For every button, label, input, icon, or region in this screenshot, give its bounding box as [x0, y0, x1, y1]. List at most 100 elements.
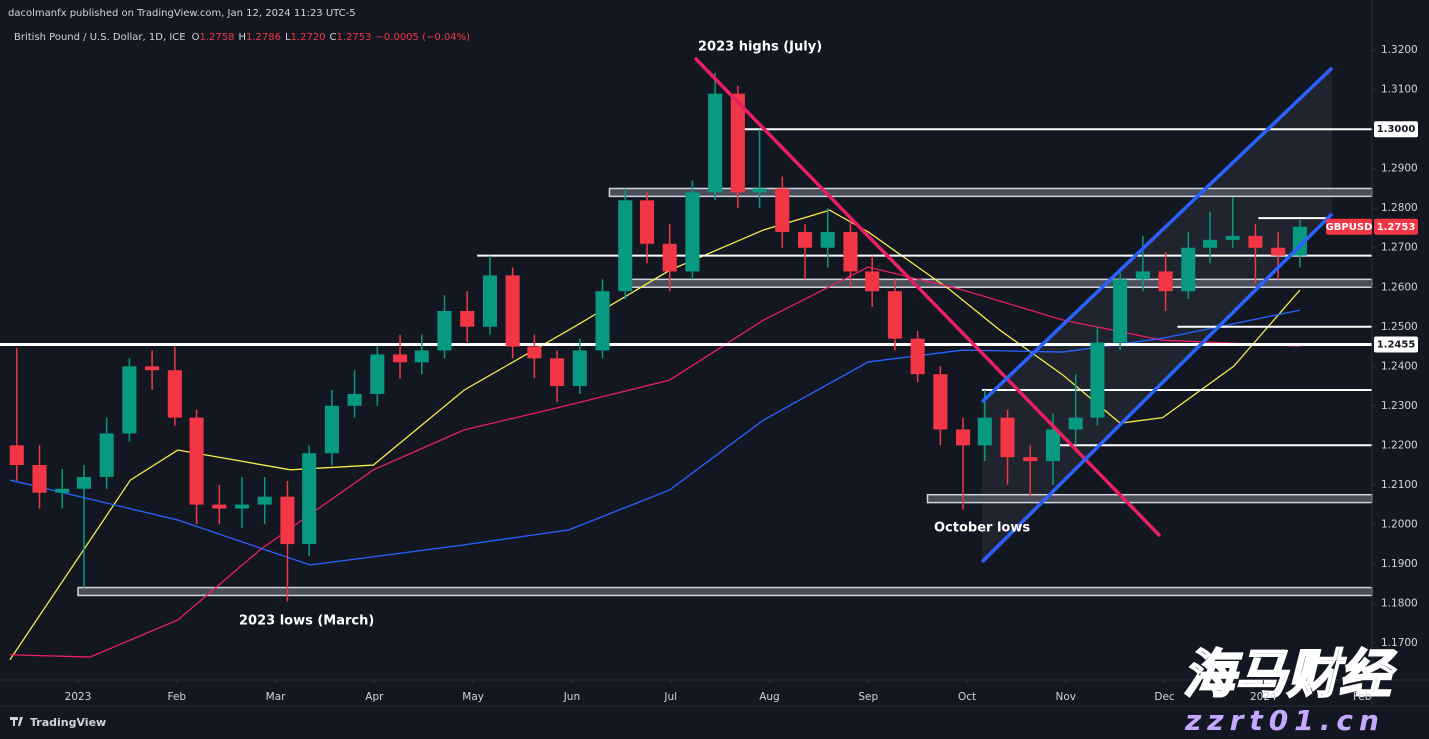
y-tick-label: 1.1900	[1381, 558, 1418, 570]
candle-body	[618, 200, 633, 292]
ohlc-key: H	[238, 32, 246, 43]
candle-body	[1023, 457, 1038, 462]
x-tick-label: 2024	[1250, 691, 1277, 703]
y-tick-label: 1.3200	[1381, 44, 1418, 56]
candle-body	[302, 453, 317, 545]
x-tick-label: Nov	[1056, 691, 1077, 703]
candle-body	[1248, 235, 1263, 248]
ohlc-value: 1.2758	[199, 32, 234, 43]
x-tick-label: May	[462, 691, 484, 703]
symbol: British Pound / U.S. Dollar, 1D, ICE	[14, 32, 186, 43]
candle-body	[685, 192, 700, 272]
candle-body	[1068, 417, 1083, 430]
watermark-title: 海马财经	[1183, 645, 1397, 705]
footer-logo: TradingView	[10, 716, 106, 729]
candle-body	[1045, 429, 1060, 462]
candle-body	[572, 350, 587, 387]
candle-body	[595, 291, 610, 351]
watermark-url: zzrt01.cn	[1184, 704, 1385, 737]
candle-body	[639, 200, 655, 244]
y-tick-label: 1.2500	[1381, 321, 1418, 333]
logo-icon	[10, 717, 23, 726]
zone	[608, 187, 1373, 198]
candle-body	[1181, 247, 1196, 292]
y-tick-label: 1.2700	[1381, 242, 1418, 254]
candle-body	[820, 231, 835, 248]
y-tick-label: 1.2800	[1381, 202, 1418, 214]
candle-body	[257, 496, 272, 505]
x-tick-label: Feb	[1353, 691, 1372, 703]
candle-body	[347, 393, 362, 406]
price-tag-label: 1.3000	[1377, 124, 1416, 135]
ohlc-value: 1.2753	[337, 32, 372, 43]
y-tick-label: 1.2300	[1381, 400, 1418, 412]
candle-body	[122, 366, 137, 434]
symbol-tag-label: GBPUSD	[1326, 222, 1373, 233]
y-tick-label: 1.2200	[1381, 439, 1418, 451]
candle-body	[32, 465, 47, 493]
x-tick-label: Jul	[663, 691, 677, 703]
candle-body	[752, 188, 767, 193]
candle-body	[55, 488, 70, 493]
annotation: 2023 lows (March)	[239, 614, 374, 629]
x-tick-label: Feb	[168, 691, 187, 703]
y-tick-label: 1.2400	[1381, 360, 1418, 372]
zone	[77, 586, 1373, 597]
candle-body	[797, 231, 813, 248]
price-tag	[1374, 336, 1418, 353]
candle-body	[505, 275, 520, 347]
trendline	[693, 56, 1162, 538]
change: −0.0005 (−0.04%)	[376, 32, 471, 43]
x-tick-label: Sep	[858, 691, 878, 703]
candle-body	[393, 354, 408, 363]
y-tick-label: 1.2100	[1381, 479, 1418, 491]
candle-body	[933, 374, 948, 430]
candle-body	[1113, 279, 1128, 343]
candle-body	[843, 231, 858, 272]
candle-body	[865, 271, 880, 292]
candle-body	[189, 417, 204, 505]
x-tick-label: Aug	[759, 691, 780, 703]
candle-body	[1271, 247, 1286, 256]
x-tick-label: Apr	[365, 691, 384, 703]
y-tick-label: 1.2600	[1381, 281, 1418, 293]
candle-body	[1158, 271, 1173, 292]
candle-body	[414, 350, 429, 363]
y-tick-label: 1.1700	[1381, 637, 1418, 649]
candle-body	[1000, 417, 1015, 458]
channel-upper	[980, 66, 1334, 404]
y-tick-label: 1.2900	[1381, 163, 1418, 175]
symbol-legend: British Pound / U.S. Dollar, 1D, ICE O1.2…	[14, 32, 470, 43]
y-tick-label: 1.3100	[1381, 84, 1418, 96]
candle-body	[1090, 342, 1105, 418]
candle-body	[977, 417, 992, 446]
candle-body	[527, 346, 542, 359]
x-tick-label: Mar	[266, 691, 286, 703]
candle-body	[708, 93, 723, 193]
candle-body	[1225, 235, 1240, 240]
x-tick-label: Oct	[958, 691, 976, 703]
candle-body	[1202, 239, 1218, 248]
series-layer	[0, 73, 1373, 661]
y-tick-label: 1.2000	[1381, 518, 1418, 530]
ohlc-value: 1.2786	[246, 32, 281, 43]
candle-body	[99, 433, 114, 477]
ohlc-key: O	[192, 32, 200, 43]
symbol-tag	[1326, 218, 1372, 235]
x-tick-label: Jun	[563, 691, 580, 703]
price-tag-label: 1.2455	[1377, 340, 1416, 351]
candle-body	[280, 496, 295, 545]
publish-info: dacolmanfx published on TradingView.com,…	[8, 8, 356, 19]
candle-body	[775, 188, 790, 232]
candle-body	[550, 358, 565, 387]
candle-body	[482, 275, 497, 327]
last-price-label: 1.2753	[1377, 222, 1416, 233]
brand: TradingView	[30, 716, 106, 729]
y-tick-label: 1.1800	[1381, 597, 1418, 609]
candle-body	[956, 429, 971, 446]
candle-body	[1135, 271, 1150, 280]
candle-body	[730, 93, 745, 193]
candle-body	[167, 370, 182, 418]
price-tag	[1374, 121, 1418, 138]
